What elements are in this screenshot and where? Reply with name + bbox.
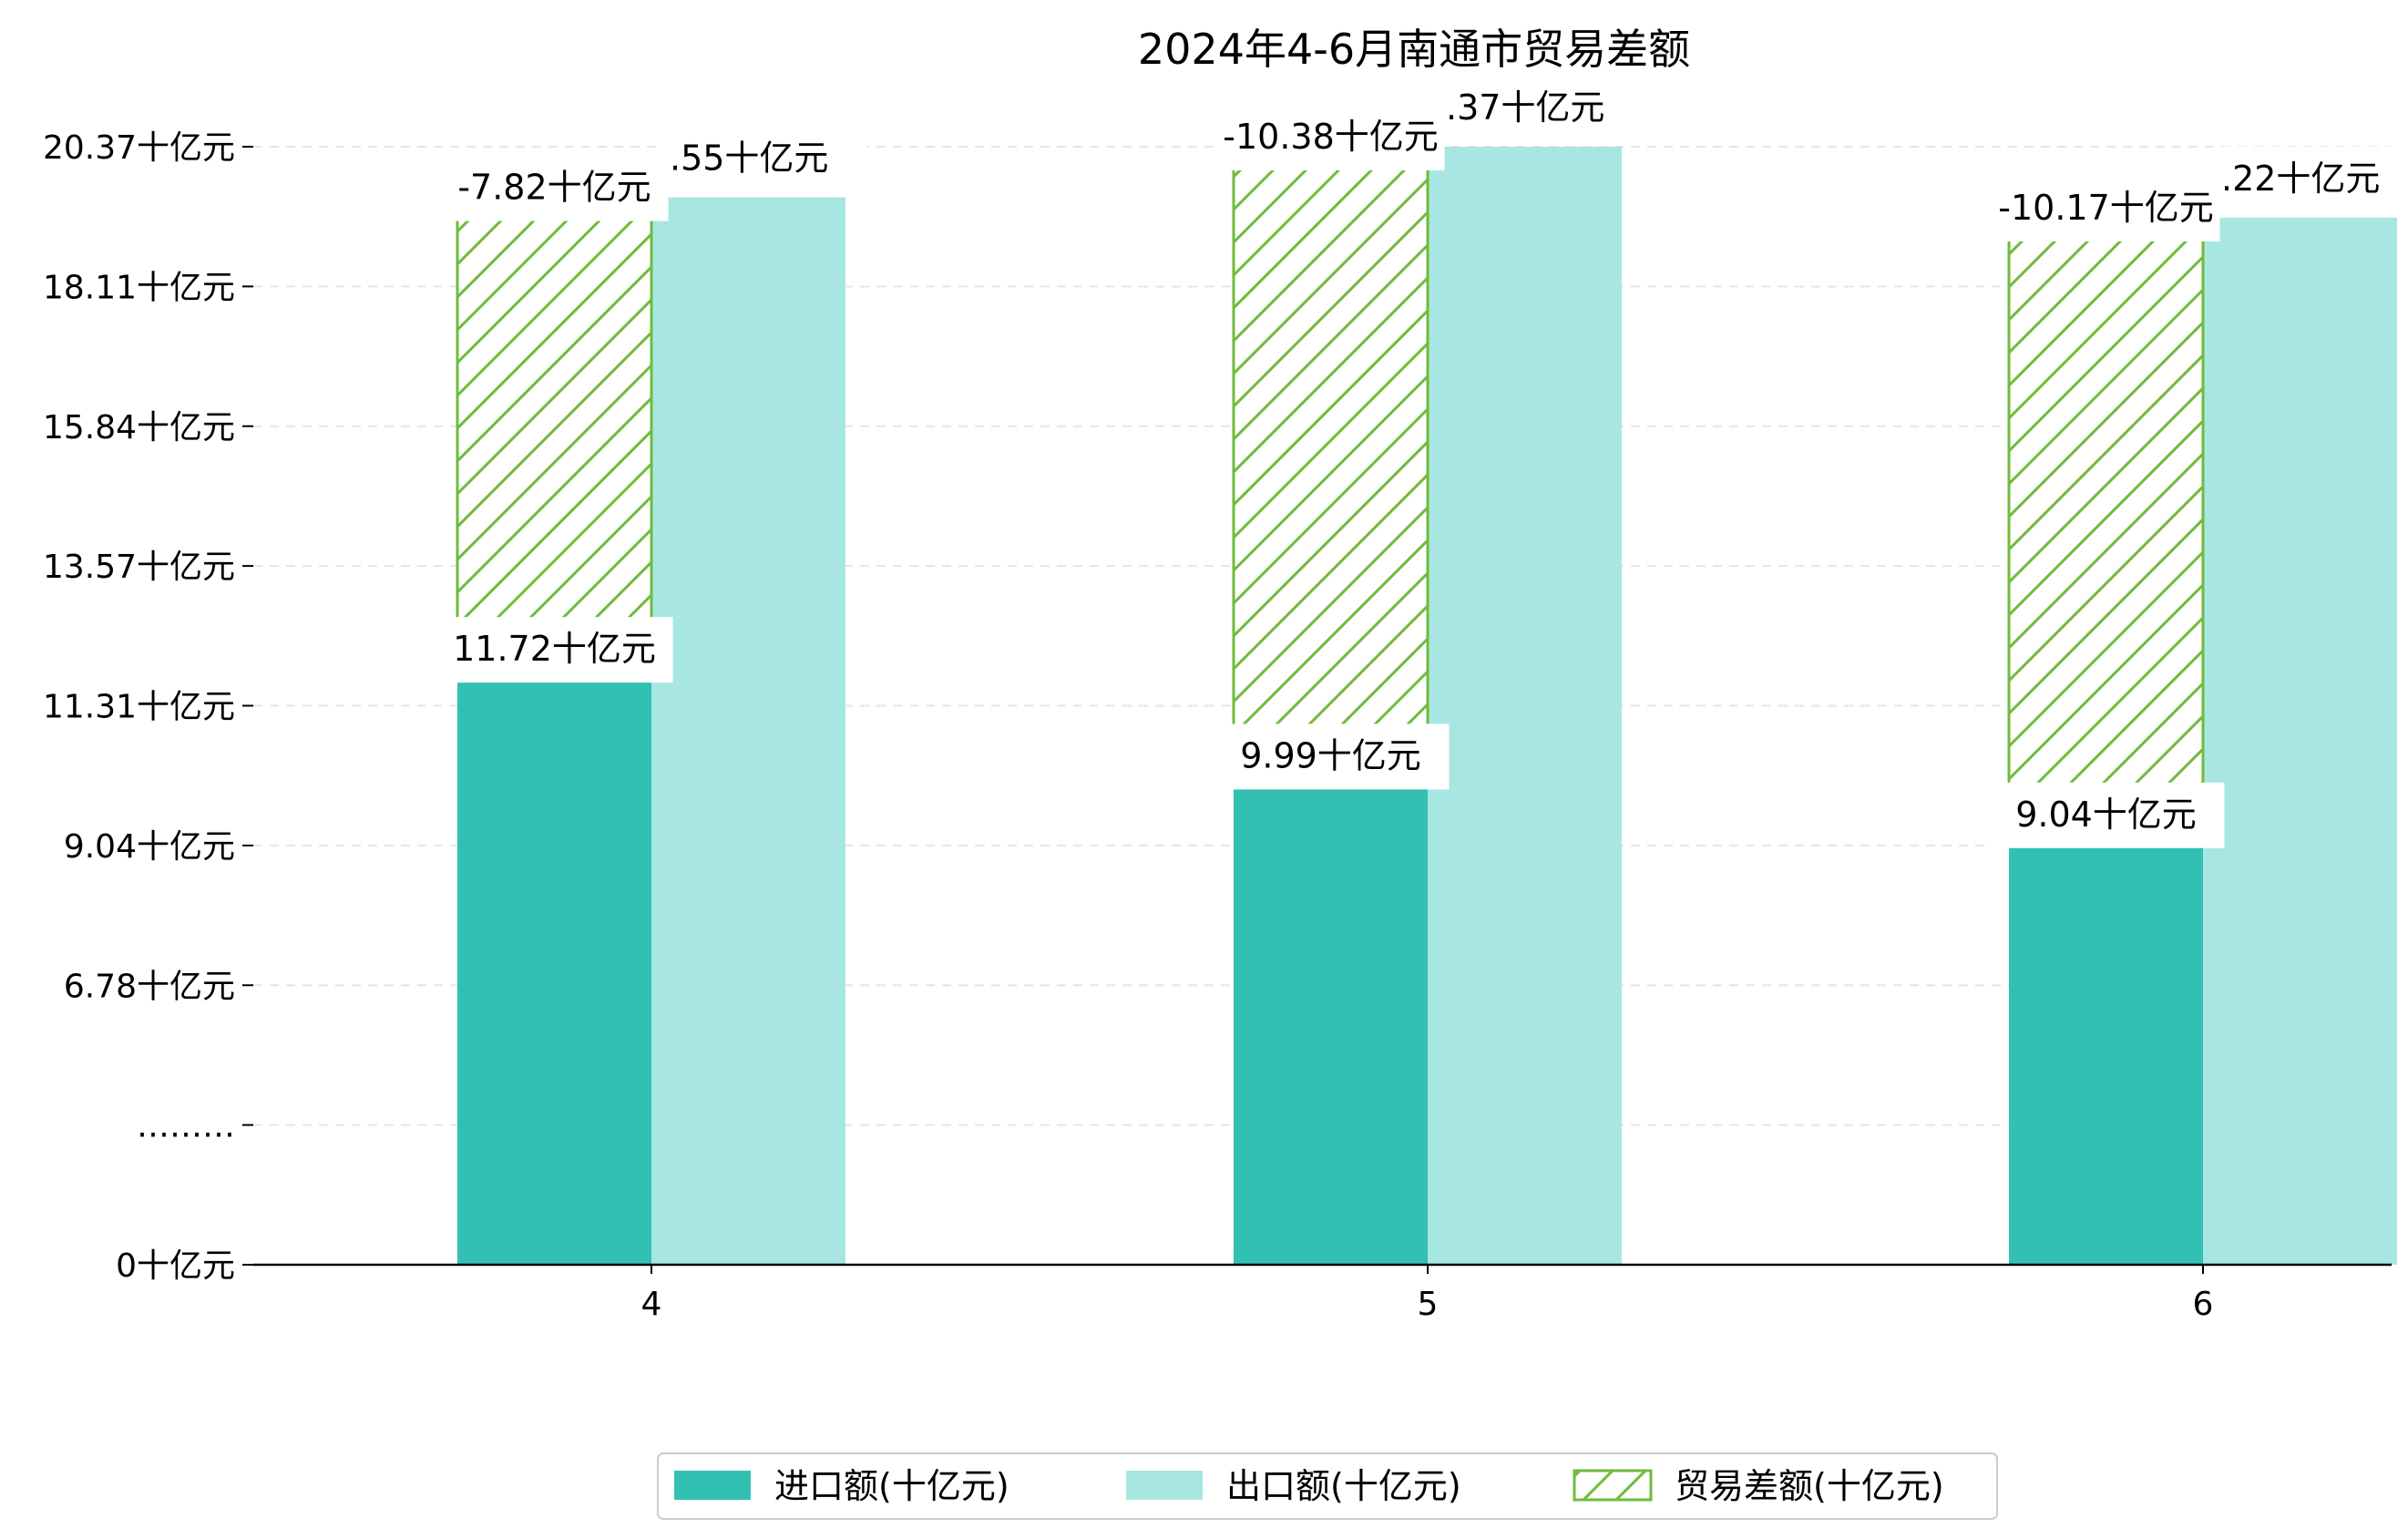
- trade-balance-bar: [2007, 236, 2205, 848]
- import-label: 11.72十亿元: [453, 629, 656, 669]
- legend-import-swatch: [674, 1471, 751, 1500]
- chart-title: 2024年4-6月南通市贸易差额: [1138, 25, 1690, 74]
- export-label-bg: [662, 126, 867, 192]
- x-tick-label: 5: [1418, 1286, 1439, 1323]
- x-tick-label: 6: [2193, 1286, 2214, 1323]
- y-tick-label: 15.84十亿元: [43, 409, 235, 446]
- trade-balance-label-bg: [1992, 175, 2220, 241]
- axes: 0十亿元 ……… 6.78十亿元 9.04十亿元 11.31十亿元 13.57十亿元 15.…: [43, 129, 2392, 1323]
- trade-balance-label: -7.82十亿元: [457, 168, 651, 208]
- y-tick-label: 6.78十亿元: [64, 968, 235, 1005]
- import-label-bg: [1212, 723, 1450, 790]
- y-tick-label: 13.57十亿元: [43, 549, 235, 586]
- legend-import-label: 进口额(十亿元): [774, 1466, 1009, 1506]
- legend-export-label: 出口额(十亿元): [1226, 1466, 1461, 1506]
- y-tick-label: 0十亿元: [116, 1247, 235, 1285]
- y-tick-label: 18.11十亿元: [43, 269, 235, 306]
- trade-balance-bar: [1232, 165, 1429, 789]
- import-label: 9.99十亿元: [1240, 735, 1421, 775]
- legend: 进口额(十亿元) 出口额(十亿元) 贸易差额(十亿元): [657, 1452, 1998, 1520]
- import-bar: [457, 681, 651, 1265]
- x-tick-label: 4: [641, 1286, 662, 1323]
- legend-export-swatch: [1126, 1471, 1203, 1500]
- import-bar: [1234, 787, 1428, 1265]
- trade-balance-label-bg: [1216, 104, 1445, 170]
- trade-balance-bar: [456, 216, 653, 682]
- legend-box: [657, 1452, 1998, 1520]
- bars: [456, 146, 2397, 1266]
- export-label: .37十亿元: [1446, 87, 1604, 128]
- export-label: .55十亿元: [670, 139, 828, 179]
- trade-balance-label: -10.38十亿元: [1223, 117, 1439, 157]
- y-tick-label: 9.04十亿元: [64, 828, 235, 866]
- import-label: 9.04十亿元: [2015, 795, 2197, 835]
- import-label-bg: [1987, 782, 2225, 848]
- trade-balance-label-bg: [440, 155, 669, 221]
- import-label-bg: [435, 617, 673, 683]
- export-label-bg: [1439, 75, 1644, 141]
- trade-balance-label: -10.17十亿元: [1998, 188, 2214, 228]
- data-labels: -7.82十亿元 11.72十亿元 .55十亿元 -10.38十亿元 9.99十亿元 .3…: [435, 75, 2408, 848]
- export-label: .22十亿元: [2221, 159, 2380, 199]
- export-bar: [651, 197, 845, 1265]
- legend-trade-balance-label: 贸易差额(十亿元): [1675, 1466, 1944, 1506]
- y-tick-label: ………: [137, 1108, 235, 1145]
- export-label-bg: [2214, 146, 2408, 212]
- legend-trade-balance-swatch: [1573, 1469, 1653, 1502]
- export-bar: [2203, 217, 2397, 1266]
- export-bar: [1428, 146, 1622, 1265]
- y-tick-label: 11.31十亿元: [43, 689, 235, 726]
- import-bar: [2009, 846, 2203, 1265]
- y-tick-label: 20.37十亿元: [43, 129, 235, 167]
